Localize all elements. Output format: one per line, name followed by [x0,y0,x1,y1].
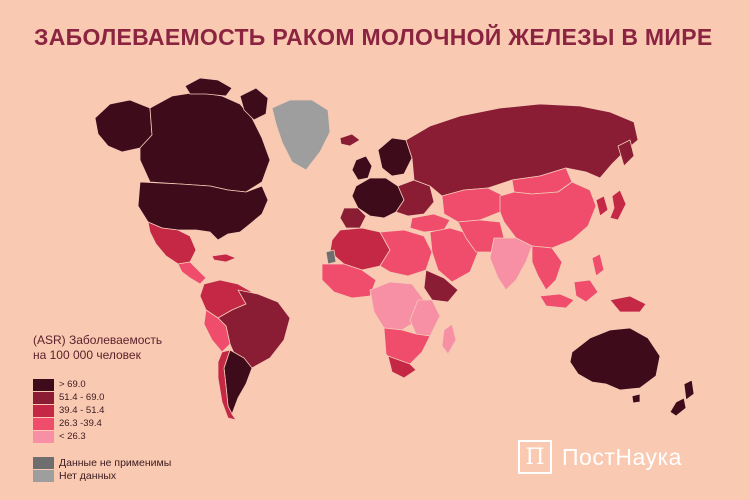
legend-label: Данные не применимы [59,456,172,469]
postnauka-logo: П ПостНаука [518,440,682,474]
legend-label: 26.3 -39.4 [59,418,102,429]
region-middle-east [429,227,479,283]
legend-item-not-applicable: Данные не применимы [33,456,183,469]
legend-swatch [33,430,54,443]
legend-classes: > 69.0 51.4 - 69.0 39.4 - 51.4 26.3 -39.… [33,378,183,443]
legend-swatch [33,469,54,482]
legend-label: > 69.0 [59,379,86,390]
region-north-africa-east [379,229,433,277]
legend-title-line1: (ASR) Заболеваемость [33,333,163,347]
map-title: ЗАБОЛЕВАЕМОСТЬ РАКОМ МОЛОЧНОЙ ЖЕЛЕЗЫ В М… [34,24,713,50]
legend-swatch [33,456,54,469]
region-philippines [591,253,605,277]
legend-label: 39.4 - 51.4 [59,405,105,416]
legend-item-no-data: Нет данных [33,469,183,482]
legend-swatch [33,378,54,391]
legend-swatch [33,391,54,404]
legend-item: < 26.3 [33,430,183,443]
region-chile [217,349,237,421]
legend-item: 26.3 -39.4 [33,417,183,430]
region-south-africa [387,355,417,379]
logo-text: ПостНаука [562,443,682,470]
region-iceland [339,133,361,147]
region-tasmania [631,393,641,404]
region-new-zealand [683,379,695,401]
region-new-zealand-south [669,397,687,417]
region-borneo [573,279,599,303]
legend-item: > 69.0 [33,378,183,391]
region-southeast-asia [531,245,563,291]
region-peru-bolivia [203,309,231,353]
region-central-america [177,261,207,285]
region-uk [351,155,373,181]
region-new-guinea [609,295,647,313]
region-arctic-islands [184,77,233,97]
legend-label: Нет данных [59,469,117,482]
legend-swatch [33,404,54,417]
region-india [489,237,533,291]
region-japan [609,189,627,221]
region-madagascar [441,323,457,355]
legend-item: 39.4 - 51.4 [33,404,183,417]
region-west-africa [321,263,377,299]
legend-label: < 26.3 [59,431,86,442]
region-north-africa-west [329,227,391,271]
region-kamchatka [617,139,635,167]
region-korea [595,195,609,217]
region-indonesia [539,293,575,309]
legend-extra: Данные не применимы Нет данных [33,456,183,482]
region-caribbean [211,253,237,263]
region-australia [569,327,661,391]
legend-item: 51.4 - 69.0 [33,391,183,404]
legend-swatch [33,417,54,430]
legend-title-line2: на 100 000 человек [33,348,141,362]
region-greenland [271,99,331,171]
region-western-sahara [325,249,337,265]
region-central-asia [441,187,505,223]
region-baffin [239,87,269,121]
logo-icon: П [518,440,552,474]
region-russia [405,103,639,197]
region-china [499,181,597,249]
map-legend: (ASR) Заболеваемость на 100 000 человек … [33,333,183,482]
legend-label: 51.4 - 69.0 [59,392,105,403]
region-scandinavia [377,137,413,177]
region-east-africa [423,269,459,303]
